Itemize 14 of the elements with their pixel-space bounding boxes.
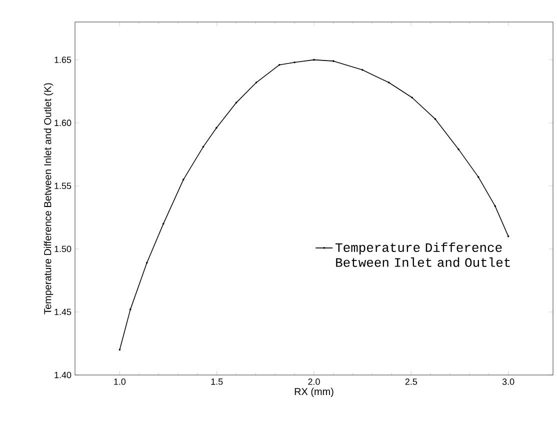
y-tick-label: 1.50 bbox=[54, 246, 72, 252]
y-tick-label: 1.40 bbox=[54, 372, 72, 378]
x-tick-label: 2.0 bbox=[308, 378, 320, 385]
x-tick-label: 3.0 bbox=[502, 378, 514, 385]
y-tick-label: 1.65 bbox=[54, 56, 72, 63]
x-tick-label: 1.5 bbox=[211, 378, 223, 385]
y-tick-label: 1.60 bbox=[54, 120, 72, 126]
y-axis-title: Temperature Difference Between Inlet and Outlet (K) bbox=[44, 83, 54, 314]
legend-label: Temperature Difference Between Inlet and Outlet bbox=[336, 242, 510, 267]
x-tick-label: 2.5 bbox=[405, 378, 418, 385]
x-axis-title: RX (mm) bbox=[294, 388, 334, 398]
y-tick-label: 1.55 bbox=[54, 182, 72, 190]
y-tick-label: 1.45 bbox=[54, 308, 72, 316]
x-tick-label: 1.0 bbox=[114, 378, 126, 385]
